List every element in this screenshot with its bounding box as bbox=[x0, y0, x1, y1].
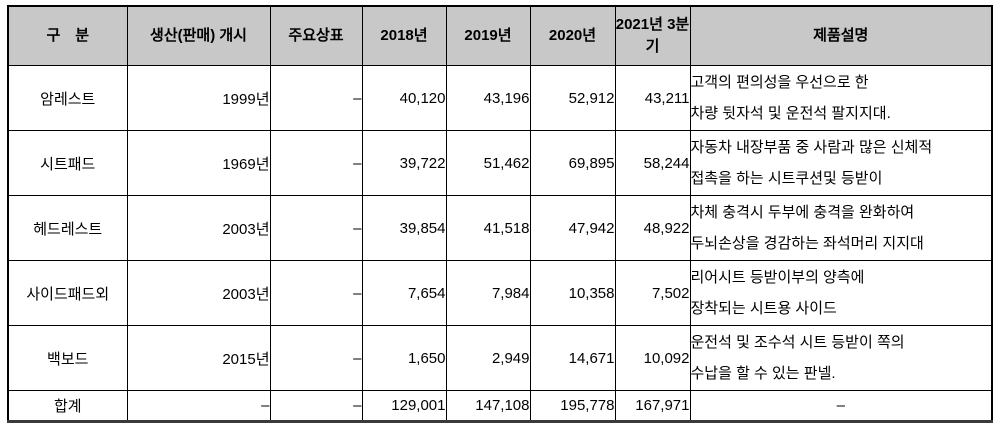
header-2021-line1: 2021년 bbox=[615, 15, 663, 33]
header-main-brand: 주요상표 bbox=[269, 5, 363, 66]
cell-start-year: 2015년 bbox=[126, 325, 271, 391]
cell-2018: 39,854 bbox=[361, 195, 447, 261]
header-product-description: 제품설명 bbox=[689, 5, 993, 66]
cell-2020: 14,671 bbox=[529, 325, 616, 391]
cell-2021-q3: 43,211 bbox=[614, 65, 691, 131]
cell-2019: 2,949 bbox=[445, 325, 531, 391]
cell-start-year: 1999년 bbox=[126, 65, 271, 131]
cell-brand: – bbox=[269, 260, 363, 326]
cell-2019: 7,984 bbox=[445, 260, 531, 326]
description-line: 고객의 편의성을 우선으로 한 bbox=[690, 74, 869, 91]
header-category: 구 분 bbox=[7, 5, 128, 66]
cell-start-year: – bbox=[126, 390, 271, 422]
cell-2019: 51,462 bbox=[445, 130, 531, 196]
table-row-seat-pad: 시트패드 1969년 – 39,722 51,462 69,895 58,244… bbox=[7, 130, 993, 196]
product-sales-table: 구 분 생산(판매) 개시 주요상표 2018년 2019년 2020년 202… bbox=[7, 5, 993, 423]
description-line: 차체 충격시 두부에 충격을 완화하여 bbox=[690, 204, 915, 221]
cell-2021-q3: 10,092 bbox=[614, 325, 691, 391]
cell-category: 헤드레스트 bbox=[7, 195, 128, 261]
cell-description: 운전석 및 조수석 시트 등받이 쪽의 수납을 할 수 있는 판넬. bbox=[689, 325, 993, 391]
cell-category: 암레스트 bbox=[7, 65, 128, 131]
cell-2018: 39,722 bbox=[361, 130, 447, 196]
cell-brand: – bbox=[269, 195, 363, 261]
cell-start-year: 1969년 bbox=[126, 130, 271, 196]
table-row-armrest: 암레스트 1999년 – 40,120 43,196 52,912 43,211… bbox=[7, 65, 993, 131]
cell-2021-q3: 48,922 bbox=[614, 195, 691, 261]
cell-2019: 43,196 bbox=[445, 65, 531, 131]
cell-start-year: 2003년 bbox=[126, 195, 271, 261]
cell-2019: 41,518 bbox=[445, 195, 531, 261]
cell-brand: – bbox=[269, 65, 363, 131]
description-line: 차량 뒷자석 및 운전석 팔지지대. bbox=[690, 105, 891, 122]
cell-total-label: 합계 bbox=[7, 390, 128, 422]
header-2021-q3: 2021년 3분기 bbox=[614, 5, 691, 66]
cell-2020: 195,778 bbox=[529, 390, 616, 422]
cell-brand: – bbox=[269, 390, 363, 422]
cell-2018: 129,001 bbox=[361, 390, 447, 422]
cell-category: 시트패드 bbox=[7, 130, 128, 196]
cell-2018: 1,650 bbox=[361, 325, 447, 391]
description-line: 접촉을 하는 시트쿠션및 등받이 bbox=[690, 170, 883, 187]
cell-description: – bbox=[689, 390, 993, 422]
cell-description: 리어시트 등받이부의 양측에 장착되는 시트용 사이드 bbox=[689, 260, 993, 326]
cell-description: 고객의 편의성을 우선으로 한 차량 뒷자석 및 운전석 팔지지대. bbox=[689, 65, 993, 131]
description-line: 두뇌손상을 경감하는 좌석머리 지지대 bbox=[690, 235, 924, 252]
cell-2021-q3: 7,502 bbox=[614, 260, 691, 326]
cell-category: 사이드패드외 bbox=[7, 260, 128, 326]
cell-brand: – bbox=[269, 130, 363, 196]
header-2019: 2019년 bbox=[445, 5, 531, 66]
header-production-start: 생산(판매) 개시 bbox=[126, 5, 271, 66]
description-line: 리어시트 등받이부의 양측에 bbox=[690, 269, 865, 286]
header-2021-line2: 3분기 bbox=[645, 15, 690, 56]
description-line: 자동차 내장부품 중 사람과 많은 신체적 bbox=[690, 139, 933, 156]
cell-start-year: 2003년 bbox=[126, 260, 271, 326]
table-row-backboard: 백보드 2015년 – 1,650 2,949 14,671 10,092 운전… bbox=[7, 325, 993, 391]
cell-brand: – bbox=[269, 325, 363, 391]
header-row: 구 분 생산(판매) 개시 주요상표 2018년 2019년 2020년 202… bbox=[7, 5, 993, 66]
cell-2020: 47,942 bbox=[529, 195, 616, 261]
cell-2020: 10,358 bbox=[529, 260, 616, 326]
cell-2021-q3: 58,244 bbox=[614, 130, 691, 196]
description-line: 수납을 할 수 있는 판넬. bbox=[690, 365, 836, 382]
product-sales-table-container: 구 분 생산(판매) 개시 주요상표 2018년 2019년 2020년 202… bbox=[7, 5, 993, 423]
cell-description: 차체 충격시 두부에 충격을 완화하여 두뇌손상을 경감하는 좌석머리 지지대 bbox=[689, 195, 993, 261]
cell-2020: 69,895 bbox=[529, 130, 616, 196]
description-line: 운전석 및 조수석 시트 등받이 쪽의 bbox=[690, 334, 905, 351]
table-row-total: 합계 – – 129,001 147,108 195,778 167,971 – bbox=[7, 390, 993, 422]
table-row-side-pad: 사이드패드외 2003년 – 7,654 7,984 10,358 7,502 … bbox=[7, 260, 993, 326]
cell-2018: 40,120 bbox=[361, 65, 447, 131]
table-row-headrest: 헤드레스트 2003년 – 39,854 41,518 47,942 48,92… bbox=[7, 195, 993, 261]
description-line: 장착되는 시트용 사이드 bbox=[690, 300, 837, 317]
cell-description: 자동차 내장부품 중 사람과 많은 신체적 접촉을 하는 시트쿠션및 등받이 bbox=[689, 130, 993, 196]
cell-2021-q3: 167,971 bbox=[614, 390, 691, 422]
header-2020: 2020년 bbox=[529, 5, 616, 66]
cell-category: 백보드 bbox=[7, 325, 128, 391]
header-2018: 2018년 bbox=[361, 5, 447, 66]
cell-2020: 52,912 bbox=[529, 65, 616, 131]
cell-2018: 7,654 bbox=[361, 260, 447, 326]
cell-2019: 147,108 bbox=[445, 390, 531, 422]
